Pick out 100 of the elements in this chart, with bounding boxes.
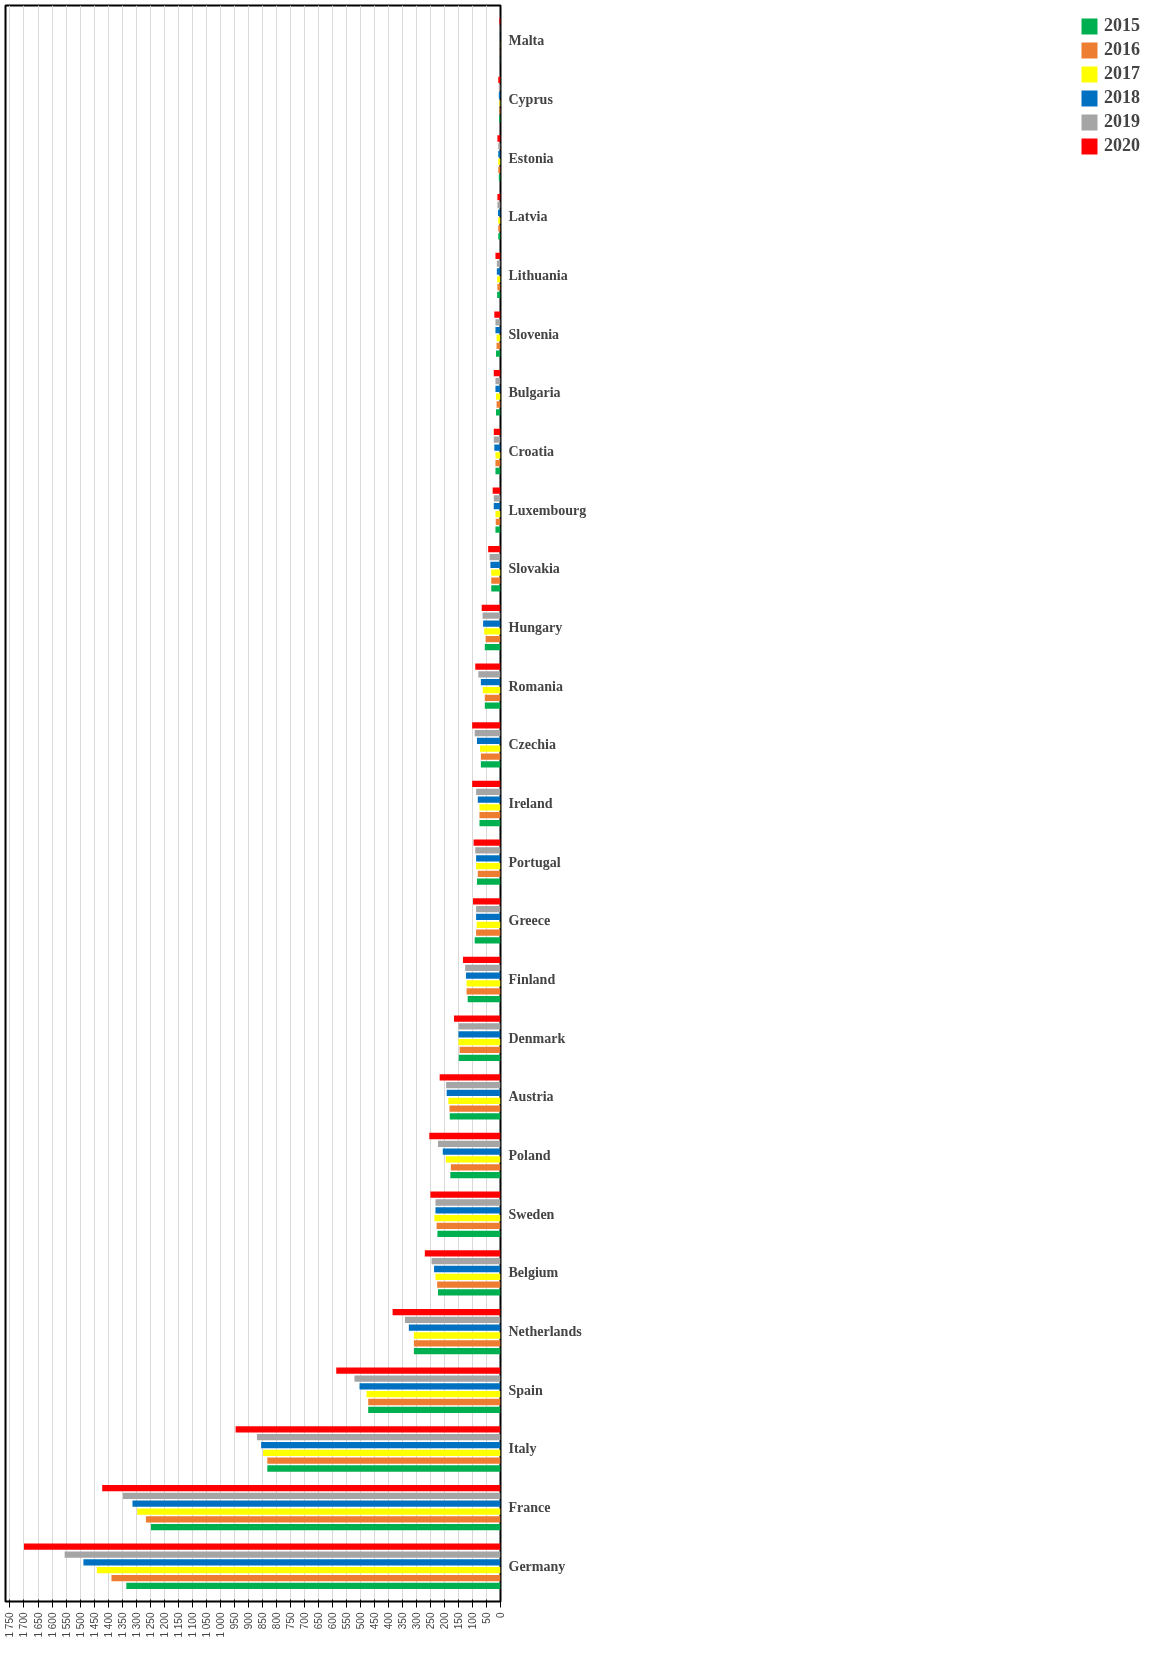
bar <box>495 510 501 518</box>
y-tick-label: Italy <box>508 1441 537 1457</box>
bar <box>126 1582 501 1589</box>
bar <box>497 284 501 291</box>
legend-label: 2020 <box>1104 135 1140 156</box>
x-tick-label: 1 550 <box>60 1612 72 1638</box>
y-tick-label: Romania <box>508 678 563 694</box>
y-tick-label: Greece <box>508 913 551 929</box>
bar <box>474 937 501 944</box>
y-tick-label: Czechia <box>508 737 556 753</box>
x-tick-label: 100 <box>466 1612 478 1630</box>
bar <box>476 788 501 795</box>
bar <box>359 1383 501 1390</box>
x-tick-label: 650 <box>312 1612 324 1630</box>
x-tick-label: 1 200 <box>158 1612 170 1638</box>
bar <box>495 385 501 392</box>
y-tick-label: France <box>508 1500 551 1516</box>
bar <box>368 1406 501 1413</box>
bar <box>446 1082 501 1089</box>
bar <box>449 1105 501 1112</box>
x-tick-label: 1 450 <box>88 1612 100 1638</box>
bar <box>476 855 501 862</box>
y-tick-label: Netherlands <box>508 1324 583 1340</box>
bar <box>413 1340 501 1347</box>
bar <box>64 1551 501 1558</box>
bar <box>484 643 501 651</box>
bar <box>462 956 501 964</box>
x-tick-label: 1 750 <box>4 1612 16 1638</box>
y-tick-label: Denmark <box>508 1030 566 1046</box>
bar <box>437 1281 501 1288</box>
bar <box>477 796 501 803</box>
bar <box>132 1500 501 1507</box>
bar <box>368 1398 501 1406</box>
bar <box>437 1230 501 1237</box>
y-tick-label: Slovenia <box>508 326 560 342</box>
x-tick-label: 1 350 <box>116 1612 128 1638</box>
y-tick-label: Hungary <box>508 619 563 635</box>
bar <box>494 311 501 318</box>
bar <box>466 988 501 995</box>
bar <box>483 620 501 627</box>
bar <box>137 1508 501 1515</box>
bar <box>442 1148 501 1155</box>
bar <box>491 577 501 584</box>
bar <box>150 1524 501 1531</box>
bar <box>435 1199 501 1206</box>
bar <box>472 722 501 729</box>
bar <box>449 1113 501 1120</box>
bar <box>102 1484 501 1492</box>
bar <box>145 1516 501 1523</box>
bar <box>458 1038 501 1046</box>
bar <box>495 460 501 467</box>
bar <box>392 1308 501 1316</box>
y-tick-label: Estonia <box>508 150 554 166</box>
bar <box>413 1332 501 1339</box>
bar <box>476 929 501 936</box>
bar <box>235 1426 501 1433</box>
bar <box>261 1441 501 1449</box>
x-tick-label: 1 700 <box>18 1612 30 1638</box>
bar <box>495 467 501 475</box>
bar <box>482 686 501 694</box>
bar <box>480 745 501 752</box>
bar <box>495 319 501 326</box>
bar <box>480 753 501 760</box>
bar <box>459 1046 501 1054</box>
bar <box>465 964 501 971</box>
legend-label: 2015 <box>1104 15 1140 36</box>
bar <box>476 905 501 913</box>
bar <box>494 444 501 451</box>
bar <box>458 1054 501 1061</box>
y-tick-label: Ireland <box>508 796 553 811</box>
bar <box>479 812 501 819</box>
bar <box>497 135 501 142</box>
x-tick-label: 400 <box>382 1612 394 1630</box>
bar <box>24 1543 501 1550</box>
x-tick-label: 1 100 <box>186 1612 198 1638</box>
x-tick-label: 250 <box>424 1612 436 1630</box>
bar <box>466 980 501 987</box>
bar <box>496 268 501 275</box>
x-tick-label: 750 <box>284 1612 296 1630</box>
bar <box>267 1465 501 1472</box>
x-tick-label: 550 <box>340 1612 352 1630</box>
x-tick-label: 1 300 <box>130 1612 142 1638</box>
x-tick-label: 450 <box>368 1612 380 1630</box>
bar <box>263 1449 501 1456</box>
bar <box>477 870 501 878</box>
y-tick-label: Luxembourg <box>508 502 587 518</box>
bar <box>475 663 501 670</box>
bar <box>473 898 501 905</box>
bar <box>473 839 501 846</box>
bar <box>479 819 501 827</box>
bar <box>495 327 501 334</box>
legend-label: 2017 <box>1104 63 1140 84</box>
bar <box>458 1031 501 1038</box>
bar <box>495 377 501 385</box>
bar <box>497 194 501 201</box>
y-tick-label: Slovakia <box>508 561 560 577</box>
x-tick-label: 200 <box>438 1612 450 1630</box>
bar <box>476 921 501 928</box>
bar <box>354 1375 501 1382</box>
bar <box>480 679 501 686</box>
